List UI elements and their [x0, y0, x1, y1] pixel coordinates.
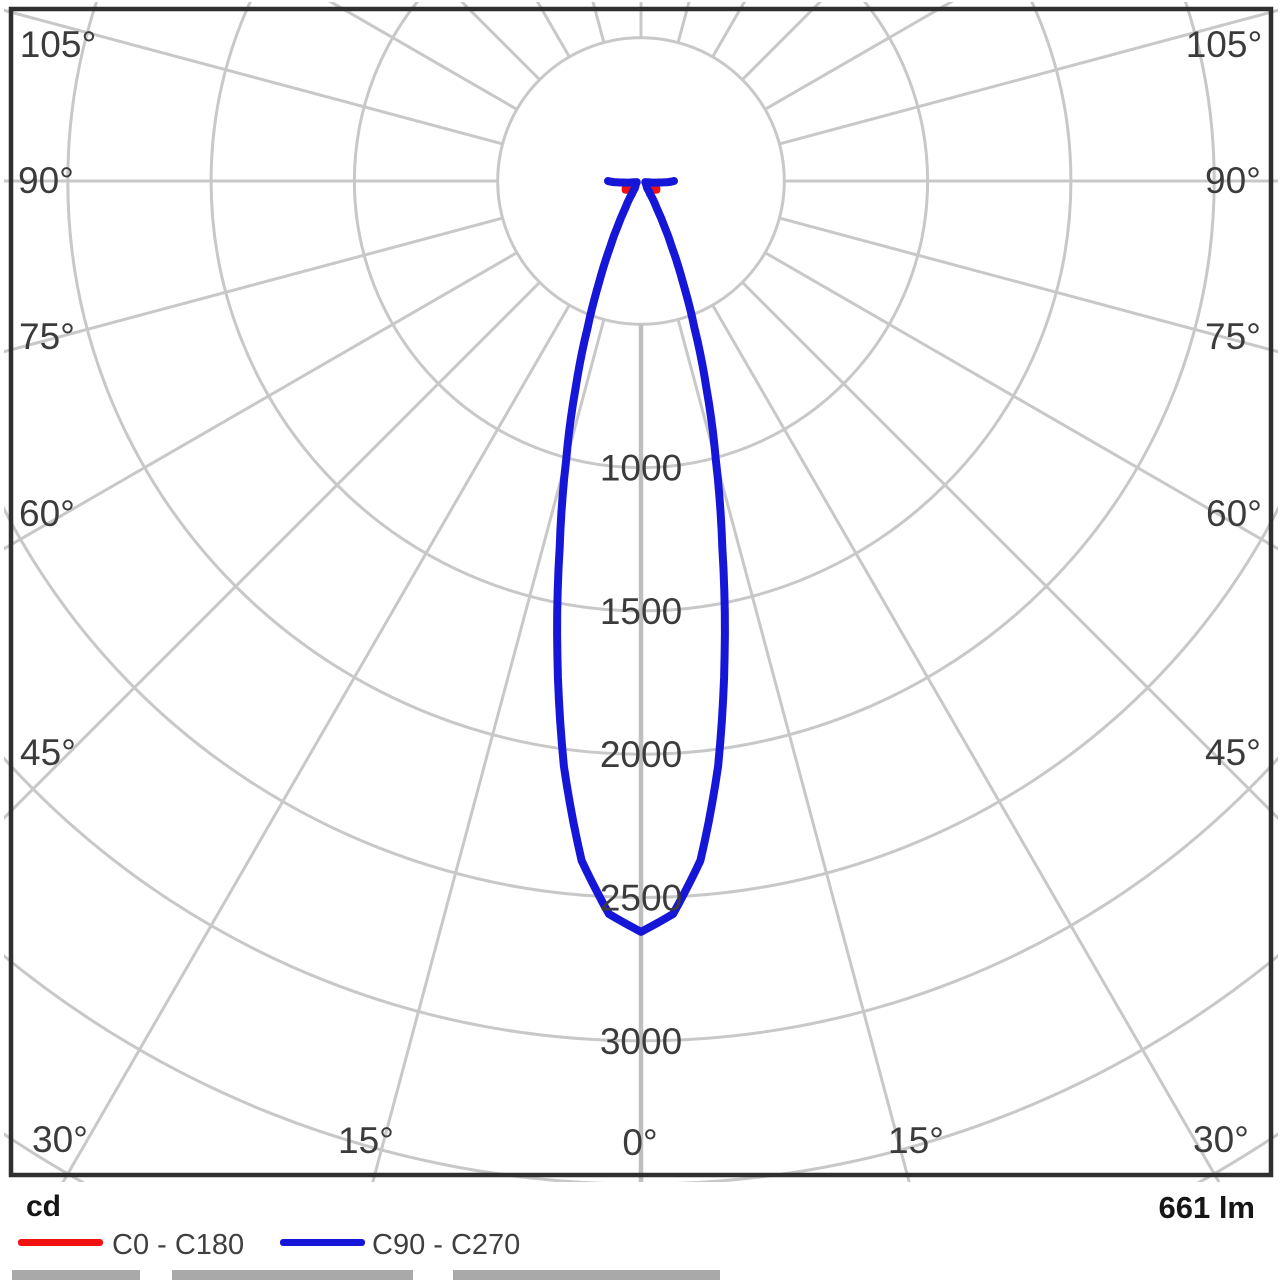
plot-border — [8, 6, 1274, 1178]
angle-label-2: 75° — [19, 316, 75, 357]
grid-ray-15deg — [676, 319, 911, 1182]
angle-label-10: 45° — [1205, 732, 1261, 773]
angle-label-3: 60° — [19, 493, 75, 534]
legend-swatch-c90-c270 — [280, 1239, 365, 1246]
angle-label-9: 30° — [1193, 1119, 1249, 1160]
angle-label-11: 60° — [1206, 493, 1262, 534]
grid-ray-345deg — [371, 319, 606, 1182]
ring-label-2000: 2000 — [600, 734, 682, 775]
grid-ray-255deg — [4, 8, 503, 146]
angle-label-14: 105° — [1186, 24, 1263, 65]
grid-ray-105deg — [779, 8, 1278, 146]
unit-label: cd — [26, 1190, 62, 1223]
bottom-divider-segment — [453, 1270, 720, 1280]
bottom-divider-segment — [12, 1270, 140, 1280]
grid-ray-300deg — [4, 251, 518, 551]
grid-ray-45deg — [741, 281, 1278, 821]
angle-label-13: 90° — [1205, 160, 1261, 201]
curve-c90-c270 — [553, 177, 729, 936]
angle-label-12: 75° — [1205, 316, 1261, 357]
angle-label-1: 90° — [18, 160, 74, 201]
angle-labels: 105° 90° 75° 60° 45° 30° 15° 0° 15° 30° 45° 60° 75° 9… — [18, 24, 1262, 1163]
luminous-flux-label: 661 lm — [1158, 1190, 1255, 1225]
legend-label-c0-c180: C0 - C180 — [112, 1229, 245, 1261]
grid-ray-75deg — [779, 216, 1278, 354]
ring-label-2500: 2500 — [600, 878, 682, 919]
legend-swatch-c0-c180 — [18, 1239, 103, 1246]
angle-label-6: 15° — [338, 1120, 394, 1161]
angle-label-0: 105° — [20, 24, 97, 65]
ring-label-3000: 3000 — [600, 1021, 682, 1062]
ring-label-1500: 1500 — [600, 591, 682, 632]
grid-ray-60deg — [764, 251, 1278, 551]
bottom-divider-segment — [172, 1270, 413, 1280]
angle-label-4: 45° — [20, 732, 76, 773]
grid-ray-285deg — [4, 216, 503, 354]
angle-label-8: 15° — [888, 1120, 944, 1161]
angle-label-7: 0° — [622, 1122, 657, 1163]
ring-label-1000: 1000 — [600, 448, 682, 489]
angle-label-5: 30° — [32, 1119, 88, 1160]
grid-ray-315deg — [4, 281, 541, 821]
ring-value-labels: 1000 1500 2000 2500 3000 — [600, 448, 682, 1062]
legend-label-c90-c270: C90 - C270 — [372, 1229, 521, 1261]
